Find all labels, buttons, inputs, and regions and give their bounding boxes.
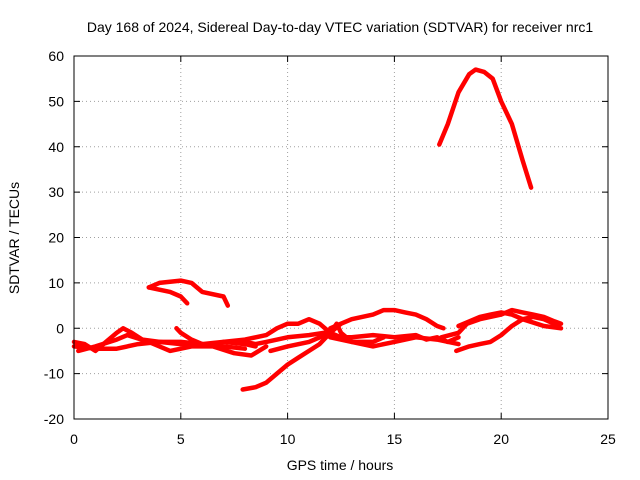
y-tick-label: -10 [44, 366, 64, 382]
y-tick-label: 10 [48, 275, 64, 291]
series-line-arc-i [240, 321, 344, 392]
series-line-arc-d [146, 278, 231, 308]
x-tick-label: 5 [177, 431, 185, 447]
x-tick-label: 25 [600, 431, 616, 447]
series-line-arc-o [456, 310, 564, 331]
chart-title: Day 168 of 2024, Sidereal Day-to-day VTE… [87, 19, 593, 35]
series-line-arc-g [221, 316, 344, 345]
y-tick-label: 30 [48, 184, 64, 200]
series-line-arc-c [76, 332, 269, 358]
x-tick-label: 0 [70, 431, 78, 447]
y-tick-label: 0 [56, 320, 64, 336]
series-line-arc-m [437, 67, 534, 190]
y-tick-label: 50 [48, 93, 64, 109]
series-line-arc-f [174, 326, 205, 347]
grid [74, 56, 608, 419]
series-line-arc-k [328, 307, 446, 331]
x-tick-label: 10 [280, 431, 296, 447]
series-line-arc-e [146, 285, 190, 306]
axis-ticks: 0 5 10 15 20 25 -20 -10 0 10 20 30 40 50 60 [44, 48, 616, 447]
y-tick-label: 60 [48, 48, 64, 64]
series-line-arc-l [338, 332, 461, 345]
x-tick-label: 15 [387, 431, 403, 447]
x-tick-label: 20 [493, 431, 509, 447]
y-tick-label: -20 [44, 411, 64, 427]
y-axis-label: SDTVAR / TECUs [6, 182, 22, 294]
y-tick-label: 40 [48, 139, 64, 155]
x-axis-label: GPS time / hours [287, 457, 394, 473]
data-series [71, 67, 564, 392]
series-line-arc-p [454, 314, 562, 354]
y-tick-label: 20 [48, 230, 64, 246]
